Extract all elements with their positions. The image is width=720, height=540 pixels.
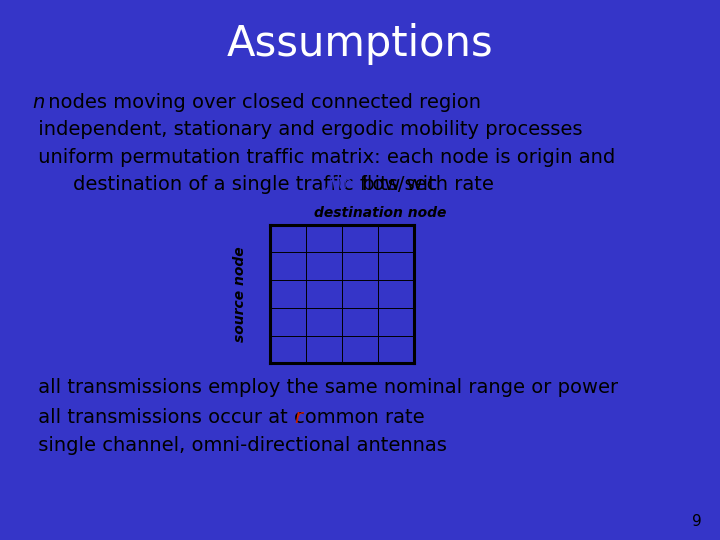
Bar <box>14 392 23 401</box>
Text: λ: λ <box>319 368 329 386</box>
Text: λ: λ <box>391 341 401 359</box>
Bar <box>14 422 23 431</box>
Text: Assumptions: Assumptions <box>227 23 493 64</box>
Text: (n): (n) <box>338 176 359 191</box>
Text: n: n <box>32 93 45 112</box>
Text: λ: λ <box>283 285 293 303</box>
Bar <box>14 107 23 117</box>
Text: destination node: destination node <box>314 206 446 220</box>
Text: nodes moving over closed connected region: nodes moving over closed connected regio… <box>42 93 481 112</box>
Text: all transmissions occur at common rate: all transmissions occur at common rate <box>32 408 431 427</box>
Bar <box>14 450 23 458</box>
Text: r: r <box>294 408 302 427</box>
Text: λ: λ <box>326 174 338 194</box>
Text: single channel, omni-directional antennas: single channel, omni-directional antenna… <box>32 436 447 455</box>
Text: uniform permutation traffic matrix: each node is origin and: uniform permutation traffic matrix: each… <box>32 148 616 167</box>
Text: 9: 9 <box>692 514 702 529</box>
Text: independent, stationary and ergodic mobility processes: independent, stationary and ergodic mobi… <box>32 120 582 139</box>
Text: bits/sec: bits/sec <box>356 175 437 194</box>
Text: λ: λ <box>319 230 329 247</box>
Text: all transmissions employ the same nominal range or power: all transmissions employ the same nomina… <box>32 378 618 397</box>
Text: source node: source node <box>233 246 247 342</box>
Text: λ: λ <box>355 257 365 275</box>
Bar <box>14 162 23 171</box>
Bar <box>14 134 23 143</box>
Text: λ: λ <box>391 313 401 331</box>
Text: destination of a single traffic flow with rate: destination of a single traffic flow wit… <box>48 175 500 194</box>
